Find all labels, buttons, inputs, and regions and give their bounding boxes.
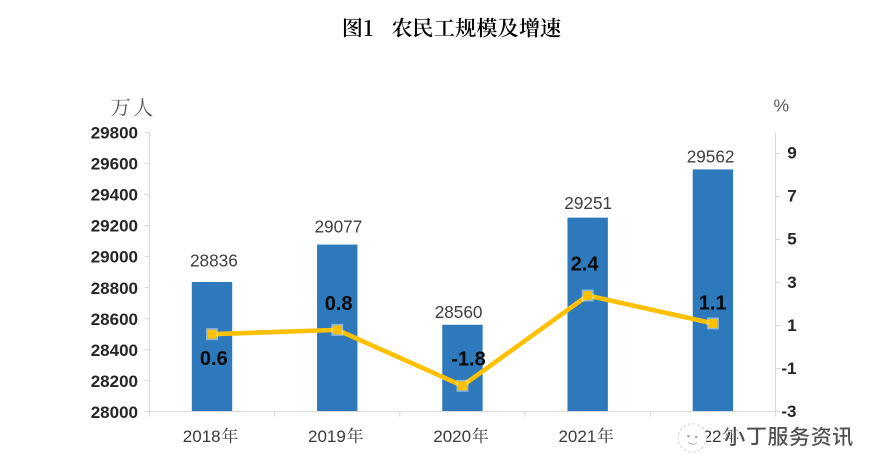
svg-text:29562: 29562 — [687, 147, 735, 167]
svg-text:29600: 29600 — [91, 155, 138, 174]
svg-text:1.1: 1.1 — [699, 293, 727, 315]
svg-text:29251: 29251 — [564, 193, 612, 213]
svg-text:9: 9 — [787, 144, 796, 163]
svg-text:2020: 2020 — [433, 427, 471, 446]
svg-text:28400: 28400 — [91, 341, 138, 360]
svg-text:28836: 28836 — [190, 250, 238, 270]
svg-text:0.8: 0.8 — [325, 293, 353, 315]
svg-text:28560: 28560 — [435, 302, 483, 322]
svg-text:5: 5 — [787, 230, 796, 249]
svg-text:0.6: 0.6 — [200, 348, 228, 370]
svg-text:-1.8: -1.8 — [451, 349, 485, 371]
svg-text:2018: 2018 — [183, 427, 221, 446]
svg-text:28200: 28200 — [91, 372, 138, 391]
svg-text:2021: 2021 — [558, 427, 596, 446]
svg-text:7: 7 — [787, 187, 796, 206]
svg-text:28600: 28600 — [91, 310, 138, 329]
svg-text:29077: 29077 — [315, 217, 363, 237]
svg-text:2.4: 2.4 — [571, 254, 600, 276]
svg-text:29800: 29800 — [91, 124, 138, 143]
svg-text:%: % — [774, 96, 790, 116]
svg-text:28000: 28000 — [91, 403, 138, 422]
svg-text:3: 3 — [787, 273, 796, 292]
svg-text:28800: 28800 — [91, 279, 138, 298]
svg-text:29000: 29000 — [91, 248, 138, 267]
svg-text:2019: 2019 — [308, 427, 346, 446]
svg-text:-3: -3 — [781, 402, 796, 421]
svg-text:29400: 29400 — [91, 186, 138, 205]
svg-text:1: 1 — [787, 316, 796, 335]
svg-text:-1: -1 — [781, 359, 796, 378]
svg-text:29200: 29200 — [91, 217, 138, 236]
